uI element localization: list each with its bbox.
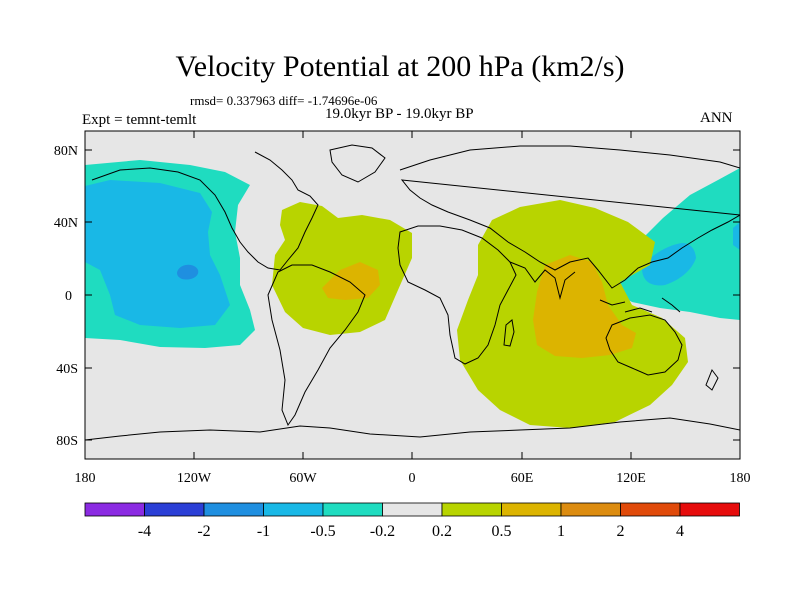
indian-ocean-positive-core — [533, 255, 636, 358]
lon-label-120w: 120W — [177, 471, 212, 486]
colorbar-label-1: -2 — [197, 523, 210, 540]
colorbar-box-10 — [679, 502, 740, 517]
colorbar-box-5 — [382, 502, 443, 517]
lon-label-60e: 60E — [511, 471, 534, 486]
west-pacific-negative-core — [642, 243, 696, 286]
colorbar-box-1 — [144, 502, 205, 517]
west-pacific-negative-region — [612, 168, 740, 320]
lat-label-0: 0 — [65, 289, 72, 304]
chart-title: Velocity Potential at 200 hPa (km2/s) — [175, 50, 625, 83]
coast-southeast-asia-islands — [599, 297, 681, 313]
coast-greenland — [329, 144, 386, 183]
colorbar-box-7 — [501, 502, 562, 517]
coast-eurasia — [399, 145, 740, 289]
contour-fills — [85, 160, 740, 428]
pacific-negative-center — [177, 264, 199, 280]
colorbar-label-4: -0.2 — [370, 523, 395, 540]
coast-antarctica — [85, 417, 740, 441]
coast-arabia-india — [509, 261, 576, 300]
east-edge-negative-core — [733, 222, 740, 250]
colorbar-label-9: 4 — [676, 523, 684, 540]
coast-new-zealand — [705, 368, 719, 391]
colorbar: -4 -2 -1 -0.5 -0.2 0.2 0.5 1 2 4 — [84, 502, 740, 540]
lon-label-120e: 120E — [616, 471, 646, 486]
colorbar-label-6: 0.5 — [492, 523, 512, 540]
coast-madagascar — [503, 319, 515, 347]
coast-north-america — [91, 151, 319, 271]
colorbar-label-3: -0.5 — [310, 523, 335, 540]
atlantic-positive-region — [272, 202, 412, 335]
colorbar-box-3 — [263, 502, 324, 517]
coastlines — [85, 144, 740, 441]
coast-australia — [605, 314, 683, 376]
colorbar-label-5: 0.2 — [432, 523, 452, 540]
colorbar-label-2: -1 — [257, 523, 270, 540]
atlantic-positive-core — [322, 262, 380, 300]
experiment-label: Expt = temnt-temlt — [82, 112, 197, 128]
lat-label-80n: 80N — [54, 144, 78, 159]
colorbar-box-2 — [203, 502, 264, 517]
colorbar-box-8 — [560, 502, 621, 517]
longitude-axis: 180 120W 60W 0 60E 120E 180 — [75, 131, 751, 486]
colorbar-label-7: 1 — [557, 523, 565, 540]
lon-label-180w: 180 — [75, 471, 96, 486]
colorbar-label-0: -4 — [138, 523, 151, 540]
time-period: 19.0kyr BP - 19.0kyr BP — [325, 106, 474, 122]
season-label: ANN — [700, 110, 733, 126]
lon-label-180e: 180 — [730, 471, 751, 486]
latitude-axis: 80N 40N 0 40S 80S — [54, 144, 740, 449]
lat-label-40s: 40S — [56, 362, 78, 377]
colorbar-box-9 — [620, 502, 681, 517]
lon-label-60w: 60W — [289, 471, 317, 486]
pacific-negative-core — [85, 180, 230, 328]
lat-label-40n: 40N — [54, 216, 78, 231]
colorbar-box-6 — [441, 502, 502, 517]
lon-label-0: 0 — [409, 471, 416, 486]
colorbar-label-8: 2 — [617, 523, 625, 540]
rmsd-diff-stats: rmsd= 0.337963 diff= -1.74696e-06 — [190, 93, 378, 108]
coast-south-america — [267, 264, 366, 427]
lat-label-80s: 80S — [56, 434, 78, 449]
colorbar-box-4 — [322, 502, 383, 517]
colorbar-box-0 — [84, 502, 145, 517]
coast-africa — [397, 225, 517, 365]
